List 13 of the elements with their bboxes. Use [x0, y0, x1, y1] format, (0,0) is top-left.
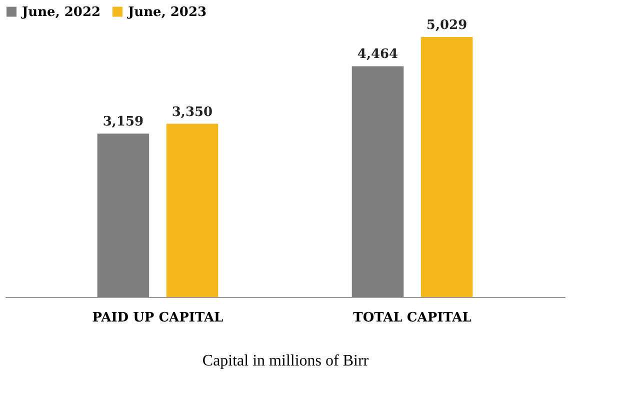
- x-tick-label: PAID UP CAPITAL: [92, 310, 224, 326]
- bar: [420, 37, 473, 297]
- data-label: 4,464: [357, 47, 398, 62]
- data-label: 5,029: [426, 18, 468, 33]
- data-label: 3,350: [172, 104, 213, 120]
- bar: [97, 134, 150, 297]
- legend-label: June, 2023: [127, 4, 207, 20]
- x-tick-label: TOTAL CAPITAL: [353, 310, 472, 326]
- bar: [352, 66, 404, 297]
- x-axis-title: Capital in millions of Birr: [202, 352, 370, 370]
- legend-label: June, 2022: [21, 4, 101, 20]
- data-label: 3,159: [102, 114, 144, 130]
- bar: [166, 124, 218, 297]
